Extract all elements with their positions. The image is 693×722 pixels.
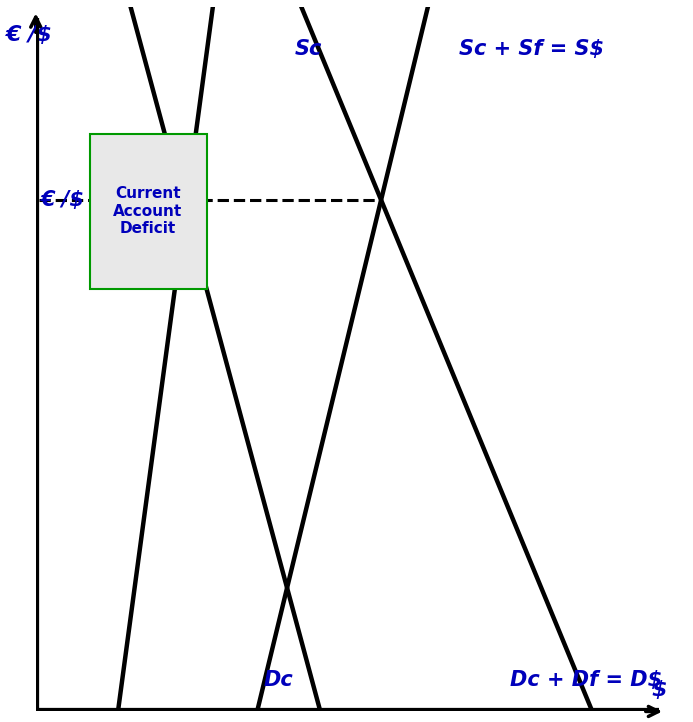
Text: $: $: [651, 680, 667, 700]
Text: € /$: € /$: [6, 25, 53, 45]
Polygon shape: [102, 200, 197, 289]
Text: Dc: Dc: [263, 670, 293, 690]
Text: € /$: € /$: [41, 190, 85, 210]
Text: Current
Account
Deficit: Current Account Deficit: [114, 186, 183, 236]
Text: Dc + Df = D$: Dc + Df = D$: [510, 670, 663, 690]
Text: Sc + Sf = S$: Sc + Sf = S$: [459, 39, 604, 58]
Text: Sc: Sc: [295, 39, 322, 58]
FancyBboxPatch shape: [89, 134, 207, 289]
